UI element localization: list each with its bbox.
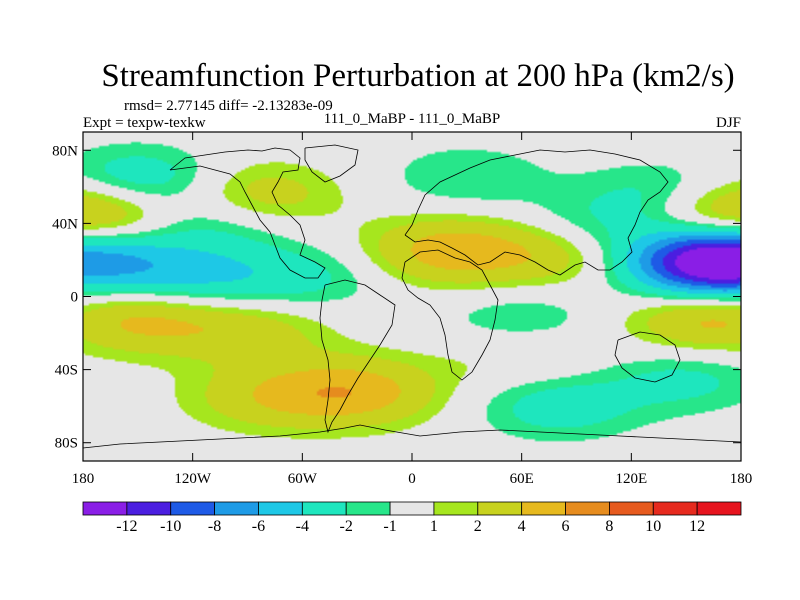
coastline-antarctica: [82, 424, 742, 449]
colorbar: -12 -10 -8 -6 -4 -2 -1 1 2 4 6 8 10 12: [82, 501, 742, 535]
colorbar-label: -10: [160, 518, 181, 535]
case-label: 111_0_MaBP - 111_0_MaBP: [324, 111, 500, 127]
streamfunction-field: [83, 132, 741, 461]
y-tick-label: 80N: [52, 143, 78, 159]
coastline-south-america: [319, 279, 396, 434]
coastline-australia: [614, 331, 681, 383]
colorbar-label: -4: [296, 518, 309, 535]
y-tick-label: 40S: [55, 363, 78, 379]
colorbar-box: [652, 501, 698, 516]
colorbar-box: [433, 501, 479, 516]
colorbar-label: 4: [518, 518, 526, 535]
y-tick-label: 0: [71, 290, 79, 306]
colorbar-box: [214, 501, 259, 516]
x-tick-label: 60W: [288, 471, 318, 487]
colorbar-box: [565, 501, 610, 516]
chart-title: Streamfunction Perturbation at 200 hPa (…: [101, 58, 734, 94]
x-tick-label: 0: [408, 471, 416, 487]
colorbar-label: 6: [562, 518, 570, 535]
colorbar-box: [389, 501, 435, 516]
coastlines: [82, 144, 742, 449]
x-axis: 180 120W 60W 0 60E 120E 180: [72, 132, 753, 487]
colorbar-label: -2: [340, 518, 353, 535]
colorbar-box: [170, 501, 216, 516]
x-tick-label: 120W: [174, 471, 212, 487]
colorbar-label: 8: [605, 518, 613, 535]
coastline-greenland: [304, 144, 359, 183]
colorbar-box: [258, 501, 303, 516]
colorbar-label: 1: [430, 518, 438, 535]
coastline-north-america: [169, 147, 326, 279]
colorbar-label: 2: [474, 518, 482, 535]
colorbar-box: [477, 501, 523, 516]
x-tick-label: 180: [730, 471, 753, 487]
x-tick-label: 60E: [510, 471, 534, 487]
y-tick-label: 40N: [52, 216, 78, 232]
colorbar-label: -1: [383, 518, 396, 535]
season-label: DJF: [716, 115, 741, 131]
colorbar-box: [521, 501, 566, 516]
coastline-africa: [401, 249, 499, 381]
coastline-eurasia: [404, 149, 669, 276]
colorbar-box: [126, 501, 172, 516]
colorbar-box: [345, 501, 391, 516]
colorbar-box: [609, 501, 654, 516]
experiment-label: Expt = texpw-texkw: [83, 115, 206, 131]
colorbar-label: -12: [116, 518, 137, 535]
colorbar-box: [82, 501, 128, 516]
stats-line: rmsd= 2.77145 diff= -2.13283e-09: [124, 98, 333, 114]
colorbar-box: [301, 501, 347, 516]
colorbar-label: -8: [208, 518, 221, 535]
x-tick-label: 180: [72, 471, 95, 487]
y-axis: 80N 40N 0 40S 80S: [52, 143, 741, 452]
colorbar-box: [696, 501, 742, 516]
colorbar-label: 12: [689, 518, 705, 535]
y-tick-label: 80S: [55, 436, 78, 452]
map-area: [82, 131, 742, 462]
colorbar-label: 10: [645, 518, 661, 535]
x-tick-label: 120E: [615, 471, 647, 487]
colorbar-label: -6: [252, 518, 265, 535]
